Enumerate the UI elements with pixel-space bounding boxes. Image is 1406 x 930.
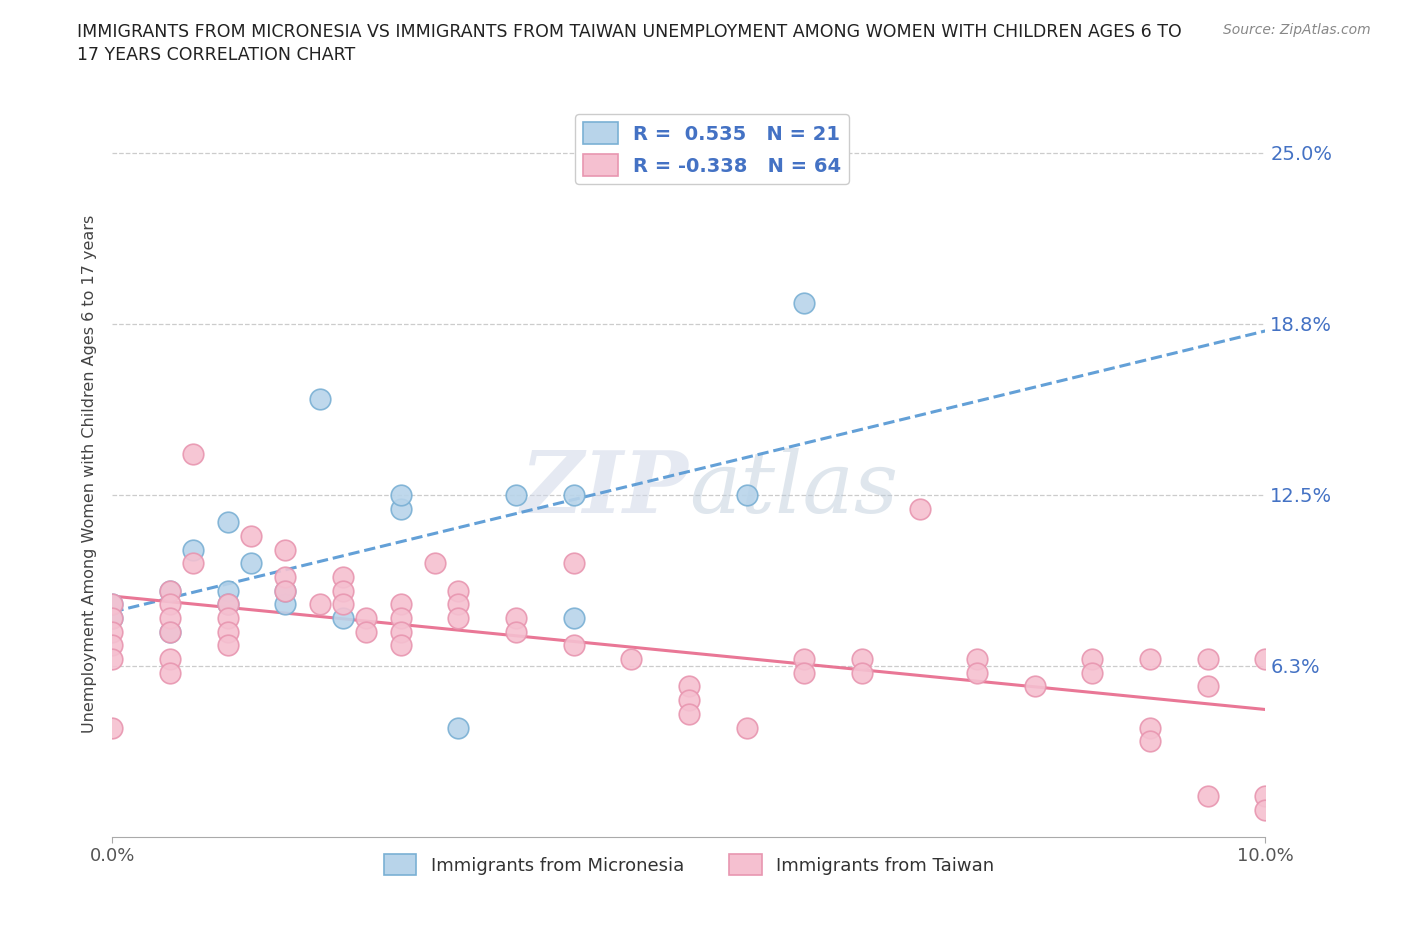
- Point: [851, 652, 873, 667]
- Point: [159, 583, 181, 598]
- Point: [425, 556, 447, 571]
- Point: [1081, 665, 1104, 680]
- Point: [274, 569, 297, 584]
- Point: [354, 624, 377, 639]
- Point: [159, 652, 181, 667]
- Point: [181, 556, 204, 571]
- Point: [1139, 652, 1161, 667]
- Point: [1024, 679, 1046, 694]
- Point: [735, 720, 758, 735]
- Point: [101, 652, 124, 667]
- Point: [217, 597, 239, 612]
- Point: [678, 707, 700, 722]
- Point: [239, 556, 262, 571]
- Point: [101, 720, 124, 735]
- Point: [389, 487, 412, 502]
- Text: atlas: atlas: [689, 447, 898, 530]
- Point: [1254, 803, 1277, 817]
- Point: [389, 624, 412, 639]
- Point: [354, 611, 377, 626]
- Point: [217, 515, 239, 530]
- Point: [562, 638, 585, 653]
- Point: [101, 611, 124, 626]
- Point: [159, 624, 181, 639]
- Legend: Immigrants from Micronesia, Immigrants from Taiwan: Immigrants from Micronesia, Immigrants f…: [377, 847, 1001, 883]
- Point: [1254, 652, 1277, 667]
- Point: [447, 597, 470, 612]
- Point: [101, 611, 124, 626]
- Point: [332, 583, 354, 598]
- Point: [1139, 734, 1161, 749]
- Point: [793, 652, 815, 667]
- Point: [678, 679, 700, 694]
- Point: [1197, 679, 1219, 694]
- Point: [159, 624, 181, 639]
- Point: [620, 652, 643, 667]
- Point: [274, 597, 297, 612]
- Text: ZIP: ZIP: [522, 447, 689, 530]
- Point: [562, 556, 585, 571]
- Point: [966, 665, 988, 680]
- Point: [181, 446, 204, 461]
- Point: [505, 611, 527, 626]
- Point: [389, 638, 412, 653]
- Point: [274, 542, 297, 557]
- Point: [239, 528, 262, 543]
- Y-axis label: Unemployment Among Women with Children Ages 6 to 17 years: Unemployment Among Women with Children A…: [82, 215, 97, 734]
- Point: [447, 611, 470, 626]
- Text: 17 YEARS CORRELATION CHART: 17 YEARS CORRELATION CHART: [77, 46, 356, 64]
- Point: [274, 583, 297, 598]
- Point: [159, 583, 181, 598]
- Point: [181, 542, 204, 557]
- Point: [447, 583, 470, 598]
- Point: [1254, 789, 1277, 804]
- Point: [966, 652, 988, 667]
- Point: [735, 487, 758, 502]
- Point: [101, 597, 124, 612]
- Point: [1197, 789, 1219, 804]
- Point: [562, 611, 585, 626]
- Point: [793, 665, 815, 680]
- Point: [217, 597, 239, 612]
- Point: [101, 597, 124, 612]
- Point: [332, 611, 354, 626]
- Point: [389, 597, 412, 612]
- Point: [274, 583, 297, 598]
- Point: [332, 569, 354, 584]
- Point: [309, 392, 332, 406]
- Point: [505, 624, 527, 639]
- Point: [217, 638, 239, 653]
- Point: [389, 501, 412, 516]
- Point: [851, 665, 873, 680]
- Point: [101, 638, 124, 653]
- Point: [447, 720, 470, 735]
- Point: [908, 501, 931, 516]
- Point: [1139, 720, 1161, 735]
- Point: [101, 624, 124, 639]
- Point: [1081, 652, 1104, 667]
- Point: [217, 583, 239, 598]
- Point: [159, 597, 181, 612]
- Point: [505, 487, 527, 502]
- Point: [159, 665, 181, 680]
- Point: [793, 296, 815, 311]
- Point: [332, 597, 354, 612]
- Point: [217, 624, 239, 639]
- Text: Source: ZipAtlas.com: Source: ZipAtlas.com: [1223, 23, 1371, 37]
- Text: IMMIGRANTS FROM MICRONESIA VS IMMIGRANTS FROM TAIWAN UNEMPLOYMENT AMONG WOMEN WI: IMMIGRANTS FROM MICRONESIA VS IMMIGRANTS…: [77, 23, 1182, 41]
- Point: [562, 487, 585, 502]
- Point: [159, 611, 181, 626]
- Point: [1197, 652, 1219, 667]
- Point: [309, 597, 332, 612]
- Point: [217, 611, 239, 626]
- Point: [678, 693, 700, 708]
- Point: [389, 611, 412, 626]
